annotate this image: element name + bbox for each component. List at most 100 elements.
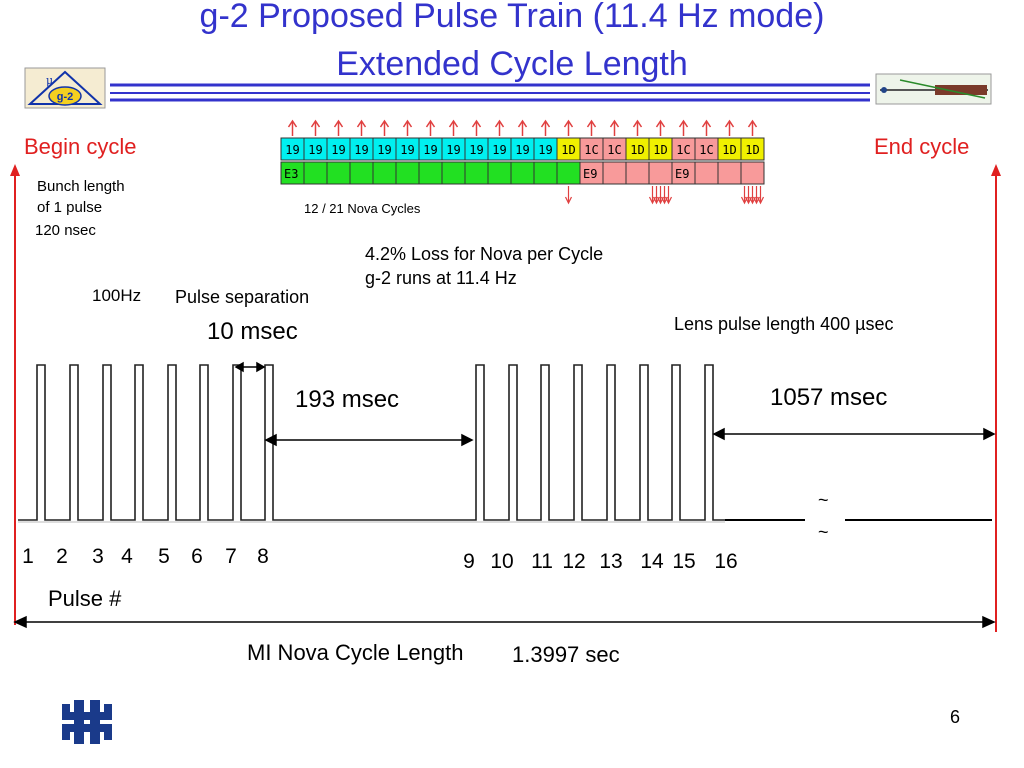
slot-top-label: 19 xyxy=(492,143,506,157)
pulse-number: 2 xyxy=(56,545,68,568)
slot-bottom-cell xyxy=(602,161,627,185)
slot-down-arrow xyxy=(564,186,573,205)
pulse-number: 14 xyxy=(640,550,664,573)
slot-bottom-cell xyxy=(648,161,673,185)
gap-1057-label: 1057 msec xyxy=(770,384,888,411)
separation-time-label: 10 msec xyxy=(207,318,298,345)
break-tilde-top: ~ xyxy=(818,490,829,510)
slot-bottom-cell xyxy=(326,161,351,185)
fermilab-logo xyxy=(62,700,112,744)
pulse-number: 7 xyxy=(225,545,237,568)
slot-up-arrow xyxy=(747,119,758,136)
slot-bottom-cell xyxy=(303,161,328,185)
begin-cycle-label: Begin cycle xyxy=(24,134,137,159)
title-line-1: g-2 Proposed Pulse Train (11.4 Hz mode) xyxy=(199,0,825,35)
slot-bottom-cell xyxy=(625,161,650,185)
slot-top-label: 1D xyxy=(745,143,759,157)
slot-top-cell xyxy=(740,137,765,161)
slot-top-label: 19 xyxy=(331,143,345,157)
slot-bottom-cell xyxy=(487,161,512,185)
slot-up-arrow xyxy=(632,119,643,136)
slot-up-arrow xyxy=(563,119,574,136)
mi-cycle-time: 1.3997 sec xyxy=(512,642,620,667)
slot-top-label: 19 xyxy=(446,143,460,157)
slot-top-label: 19 xyxy=(354,143,368,157)
pulse-number: 3 xyxy=(92,545,104,568)
pulse-number: 15 xyxy=(672,550,695,573)
slot-up-arrow xyxy=(724,119,735,136)
slot-up-arrow xyxy=(655,119,666,136)
slot-multi-down-arrow xyxy=(648,186,673,205)
g2-rate-label: g-2 runs at 11.4 Hz xyxy=(365,268,517,288)
slot-up-arrow xyxy=(356,119,367,136)
slot-bottom-cell xyxy=(740,161,765,185)
bunch-length-label: Bunch length xyxy=(37,178,125,195)
gap-1057-arrow xyxy=(712,427,996,441)
slot-top-label: 19 xyxy=(285,143,299,157)
pulse-number: 6 xyxy=(191,545,203,568)
svg-text:g-2: g-2 xyxy=(57,91,74,103)
slot-bottom-cell xyxy=(556,161,581,185)
lens-pulse-label: Lens pulse length 400 µsec xyxy=(674,314,894,334)
slot-up-arrow xyxy=(379,119,390,136)
slot-up-arrow xyxy=(586,119,597,136)
slot-top-label: 19 xyxy=(469,143,483,157)
slot-top-label: 1C xyxy=(607,143,621,157)
slot-bottom-cell xyxy=(418,161,443,185)
pulse-number: 5 xyxy=(158,545,170,568)
slot-top-label: 19 xyxy=(515,143,529,157)
slot-bottom-cell xyxy=(717,161,742,185)
pulse-separation-label: Pulse separation xyxy=(175,287,310,307)
slot-top-label: 19 xyxy=(400,143,414,157)
slot-up-arrow xyxy=(701,119,712,136)
slot-up-arrow xyxy=(448,119,459,136)
slot-top-label: 19 xyxy=(377,143,391,157)
pulse-number: 11 xyxy=(531,550,553,573)
slot-up-arrow xyxy=(540,119,551,136)
slot-top-label: 19 xyxy=(308,143,322,157)
slot-top-label: 19 xyxy=(538,143,552,157)
gap-193-label: 193 msec xyxy=(295,386,400,413)
slot-multi-down-arrow xyxy=(740,186,765,205)
slot-bottom-cell xyxy=(533,161,558,185)
slot-up-arrow xyxy=(471,119,482,136)
bunch-time-label: 120 nsec xyxy=(35,222,96,239)
pulse-number: 1 xyxy=(22,545,34,568)
slot-up-arrow xyxy=(310,119,321,136)
slot-bottom-label: E3 xyxy=(284,167,298,181)
cycle-boundary-left xyxy=(10,164,20,625)
slot-bottom-cell xyxy=(349,161,374,185)
pulse-number: 13 xyxy=(599,550,622,573)
svg-text:μ: μ xyxy=(46,74,53,87)
slot-top-label: 1C xyxy=(699,143,713,157)
pulse-hash-label: Pulse # xyxy=(48,586,122,611)
sep-arrow xyxy=(234,361,266,373)
pulse-train xyxy=(18,364,725,523)
slot-top-label: 1D xyxy=(653,143,667,157)
slot-train: 19 E3 19 19 19 19 19 19 19 19 19 19 19 1D 1C E9 1C 1D 1D 1C… xyxy=(280,119,765,205)
loss-label: 4.2% Loss for Nova per Cycle xyxy=(365,244,604,264)
slot-top-label: 19 xyxy=(423,143,437,157)
accelerator-logo xyxy=(875,73,992,105)
slot-up-arrow xyxy=(678,119,689,136)
g2-logo: g-2 μ xyxy=(24,67,106,109)
nova-cycles-caption: 12 / 21 Nova Cycles xyxy=(304,201,421,216)
slot-up-arrow xyxy=(333,119,344,136)
slot-top-label: 1D xyxy=(722,143,736,157)
break-tilde-bottom: ~ xyxy=(818,522,829,542)
cycle-boundary-right xyxy=(991,164,1001,632)
pulse-number: 9 xyxy=(463,550,475,573)
mi-cycle-arrow xyxy=(13,615,996,629)
pulse-number: 10 xyxy=(490,550,513,573)
slot-up-arrow xyxy=(609,119,620,136)
slot-up-arrow xyxy=(425,119,436,136)
pulse-number-labels: 1 2 3 4 5 6 7 8 9 10 11 12 13 14 15 16 xyxy=(22,545,738,573)
gap-193-arrow xyxy=(264,433,474,447)
slot-bottom-cell xyxy=(694,161,719,185)
end-cycle-label: End cycle xyxy=(874,134,970,159)
slot-up-arrow xyxy=(494,119,505,136)
bunch-length-label-2: of 1 pulse xyxy=(37,199,103,216)
slot-top-label: 1D xyxy=(561,143,575,157)
pulse-number: 4 xyxy=(121,545,133,568)
